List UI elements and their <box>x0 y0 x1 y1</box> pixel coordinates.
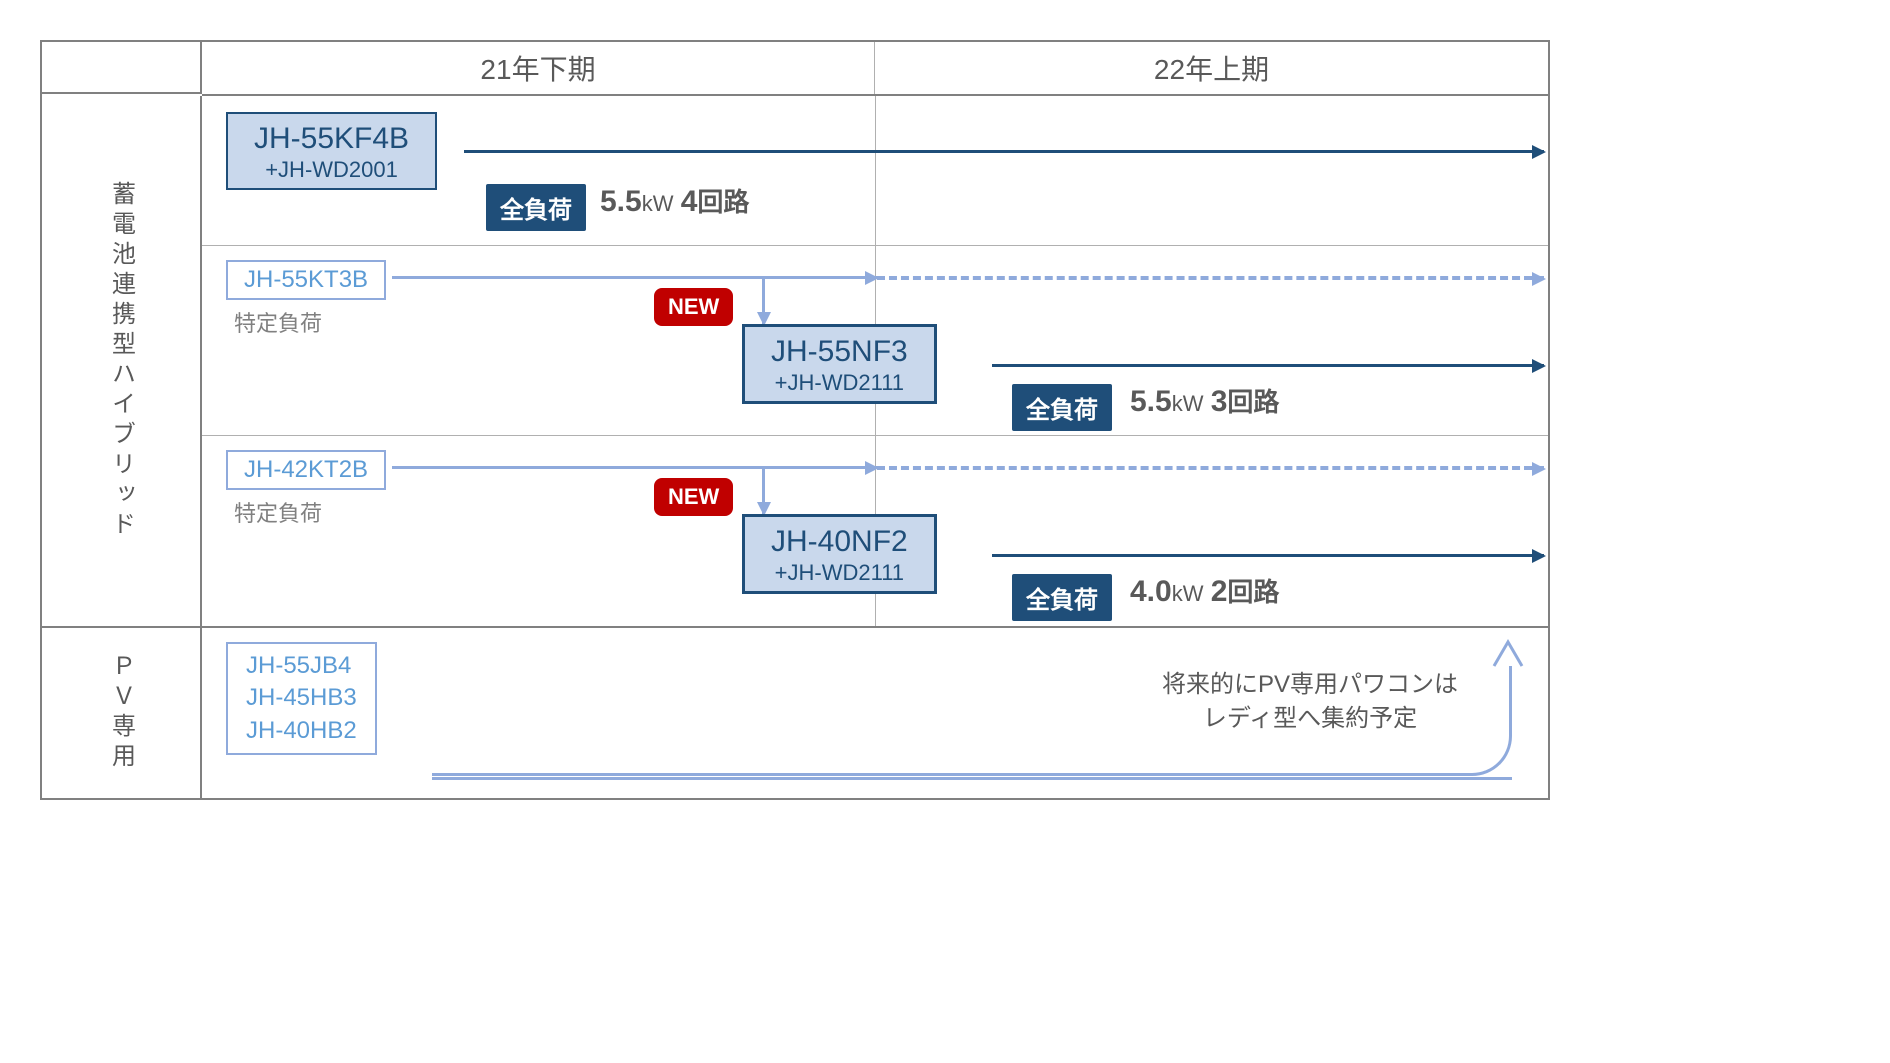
model-55nf3: JH-55NF3 <box>771 335 908 370</box>
arrow-light-55kt3b-solid <box>392 276 877 279</box>
arrow-down-40nf2 <box>762 466 765 514</box>
spec2-unit1: kW <box>1172 391 1204 416</box>
category-pv-label: ＰＶ専用 <box>42 628 202 798</box>
pv-arrow-bottom <box>432 777 1512 780</box>
arrow-light-55kt3b-dash <box>877 276 1544 280</box>
pv-model-1: JH-55JB4 <box>246 650 357 682</box>
header-period-1: 21年下期 <box>202 42 875 94</box>
spec2-unit2: 回路 <box>1227 387 1279 417</box>
header-periods: 21年下期 22年上期 <box>202 42 1548 96</box>
old-product-55kt3b-wrap: JH-55KT3B 特定負荷 <box>226 260 386 338</box>
spec2-num2: 3 <box>1211 385 1228 418</box>
spec-row3: 4.0kW 2回路 <box>1130 572 1279 609</box>
spec2-num1: 5.5 <box>1130 385 1172 418</box>
hybrid-body: JH-55KF4B +JH-WD2001 全負荷 5.5kW 4回路 JH-55… <box>202 96 1548 628</box>
old-model-55kt3b: JH-55KT3B <box>226 260 386 300</box>
category-hybrid-label: 蓄電池連携型ハイブリッド <box>42 96 202 628</box>
pv-body: JH-55JB4 JH-45HB3 JH-40HB2 将来的にPV専用パワコンは… <box>202 628 1548 798</box>
hybrid-row-2: JH-55KT3B 特定負荷 NEW JH-55NF3 +JH-WD2111 全… <box>202 246 1548 436</box>
spec-row1: 5.5kW 4回路 <box>600 182 749 219</box>
spec3-unit1: kW <box>1172 581 1204 606</box>
arrow-kf4b <box>464 150 1544 153</box>
pv-model-list: JH-55JB4 JH-45HB3 JH-40HB2 <box>226 642 377 755</box>
spec-row2: 5.5kW 3回路 <box>1130 382 1279 419</box>
spec3-num2: 2 <box>1211 575 1228 608</box>
badge-full-load-2: 全負荷 <box>1012 384 1112 431</box>
header-empty-cell <box>42 42 202 94</box>
model-55nf3-sub: +JH-WD2111 <box>771 370 908 395</box>
period-divider <box>875 96 876 245</box>
hybrid-row-1: JH-55KF4B +JH-WD2001 全負荷 5.5kW 4回路 <box>202 96 1548 246</box>
old-sub-42kt2b: 特定負荷 <box>234 496 386 528</box>
arrow-down-55nf3 <box>762 276 765 324</box>
model-40nf2: JH-40NF2 <box>771 525 908 560</box>
old-model-42kt2b: JH-42KT2B <box>226 450 386 490</box>
spec1-num1: 5.5 <box>600 185 642 218</box>
spec3-num1: 4.0 <box>1130 575 1172 608</box>
badge-new-1: NEW <box>654 288 733 326</box>
badge-full-load-1: 全負荷 <box>486 184 586 231</box>
spec3-unit2: 回路 <box>1227 577 1279 607</box>
model-40nf2-sub: +JH-WD2111 <box>771 560 908 585</box>
badge-full-load-3: 全負荷 <box>1012 574 1112 621</box>
pv-arrow-curve <box>432 666 1512 776</box>
product-box-kf4b: JH-55KF4B +JH-WD2001 <box>226 112 437 190</box>
roadmap-table: 21年下期 22年上期 蓄電池連携型ハイブリッド JH-55KF4B +JH-W… <box>40 40 1550 800</box>
product-box-40nf2: JH-40NF2 +JH-WD2111 <box>742 514 937 594</box>
model-kf4b-sub: +JH-WD2001 <box>254 157 409 182</box>
pv-model-2: JH-45HB3 <box>246 682 357 714</box>
arrow-40nf2 <box>992 554 1544 557</box>
hybrid-row-3: JH-42KT2B 特定負荷 NEW JH-40NF2 +JH-WD2111 全… <box>202 436 1548 626</box>
model-kf4b: JH-55KF4B <box>254 122 409 157</box>
spec1-unit2: 回路 <box>697 187 749 217</box>
old-sub-55kt3b: 特定負荷 <box>234 306 386 338</box>
badge-new-2: NEW <box>654 478 733 516</box>
spec1-num2: 4 <box>681 185 698 218</box>
header-period-2: 22年上期 <box>875 42 1548 94</box>
arrow-55nf3 <box>992 364 1544 367</box>
product-box-55nf3: JH-55NF3 +JH-WD2111 <box>742 324 937 404</box>
spec1-unit1: kW <box>642 191 674 216</box>
arrow-light-42kt2b-solid <box>392 466 877 469</box>
arrow-light-42kt2b-dash <box>877 466 1544 470</box>
pv-arrowhead-icon <box>1490 636 1526 672</box>
old-product-42kt2b-wrap: JH-42KT2B 特定負荷 <box>226 450 386 528</box>
pv-model-3: JH-40HB2 <box>246 715 357 747</box>
